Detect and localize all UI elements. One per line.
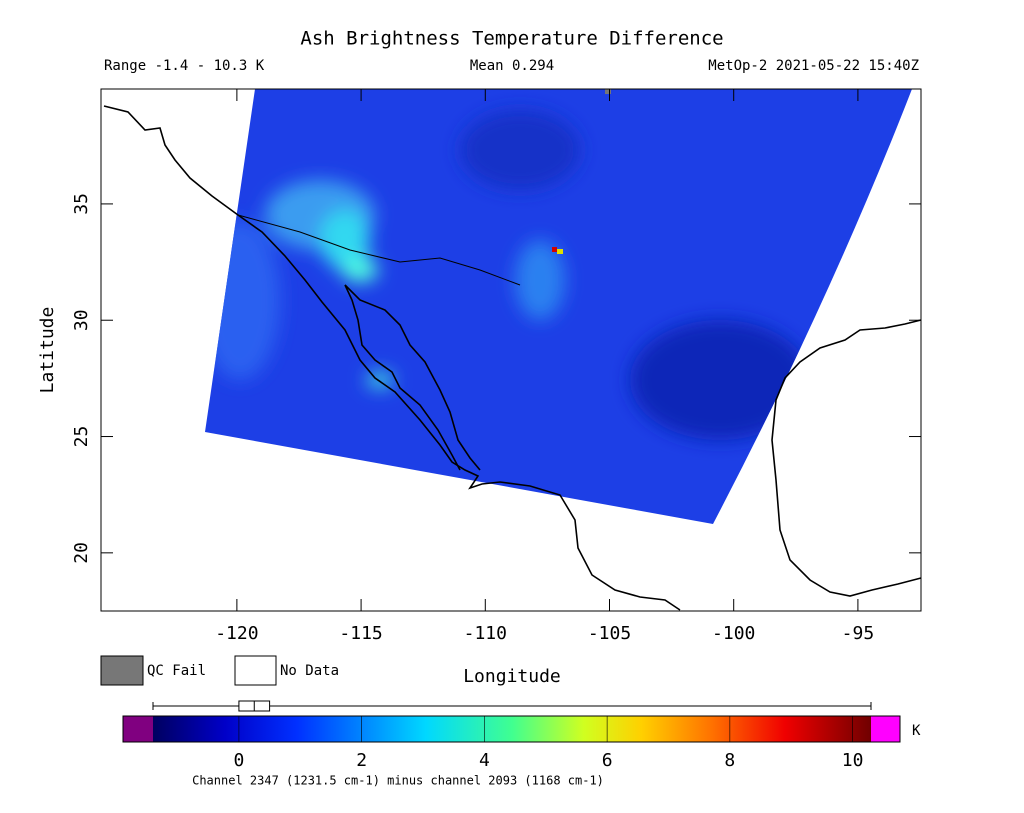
qc-fail-swatch xyxy=(100,655,144,686)
x-tick-label: -105 xyxy=(588,623,631,644)
map-frame xyxy=(100,88,922,612)
y-tick-label: 30 xyxy=(71,309,92,331)
legend-label: QC Fail xyxy=(147,663,206,679)
x-tick-label: -100 xyxy=(712,623,755,644)
colorbar-tick-label: 4 xyxy=(479,750,490,771)
under-swatch xyxy=(123,716,153,742)
x-tick-label: -115 xyxy=(339,623,382,644)
colorbar xyxy=(153,716,871,742)
colorbar-tick-label: 0 xyxy=(233,750,244,771)
no-data-swatch xyxy=(234,655,277,686)
colorbar-frame xyxy=(122,715,901,743)
title: Ash Brightness Temperature Difference xyxy=(300,28,723,50)
x-tick-label: -110 xyxy=(464,623,507,644)
colorbar-tick-label: 8 xyxy=(724,750,735,771)
x-tick-label: -120 xyxy=(215,623,258,644)
y-tick-label: 20 xyxy=(71,542,92,564)
over-swatch xyxy=(871,716,900,742)
x-tick-label: -95 xyxy=(842,623,875,644)
footer: Channel 2347 (1231.5 cm-1) minus channel… xyxy=(192,774,604,788)
colorbar-tick-label: 6 xyxy=(602,750,613,771)
swath xyxy=(205,89,912,524)
colorbar-unit: K xyxy=(912,723,921,739)
x-axis-label: Longitude xyxy=(463,666,561,687)
colorbar-tick-label: 2 xyxy=(356,750,367,771)
y-axis-label: Latitude xyxy=(37,307,58,394)
legend-label: No Data xyxy=(280,663,339,679)
y-tick-label: 35 xyxy=(71,193,92,215)
range: Range -1.4 - 10.3 K xyxy=(104,58,265,74)
mean: Mean 0.294 xyxy=(470,58,554,74)
coastlines xyxy=(103,105,922,611)
satellite: MetOp-2 2021-05-22 15:40Z xyxy=(708,58,919,74)
colorbar-tick-label: 10 xyxy=(842,750,864,771)
y-tick-label: 25 xyxy=(71,426,92,448)
